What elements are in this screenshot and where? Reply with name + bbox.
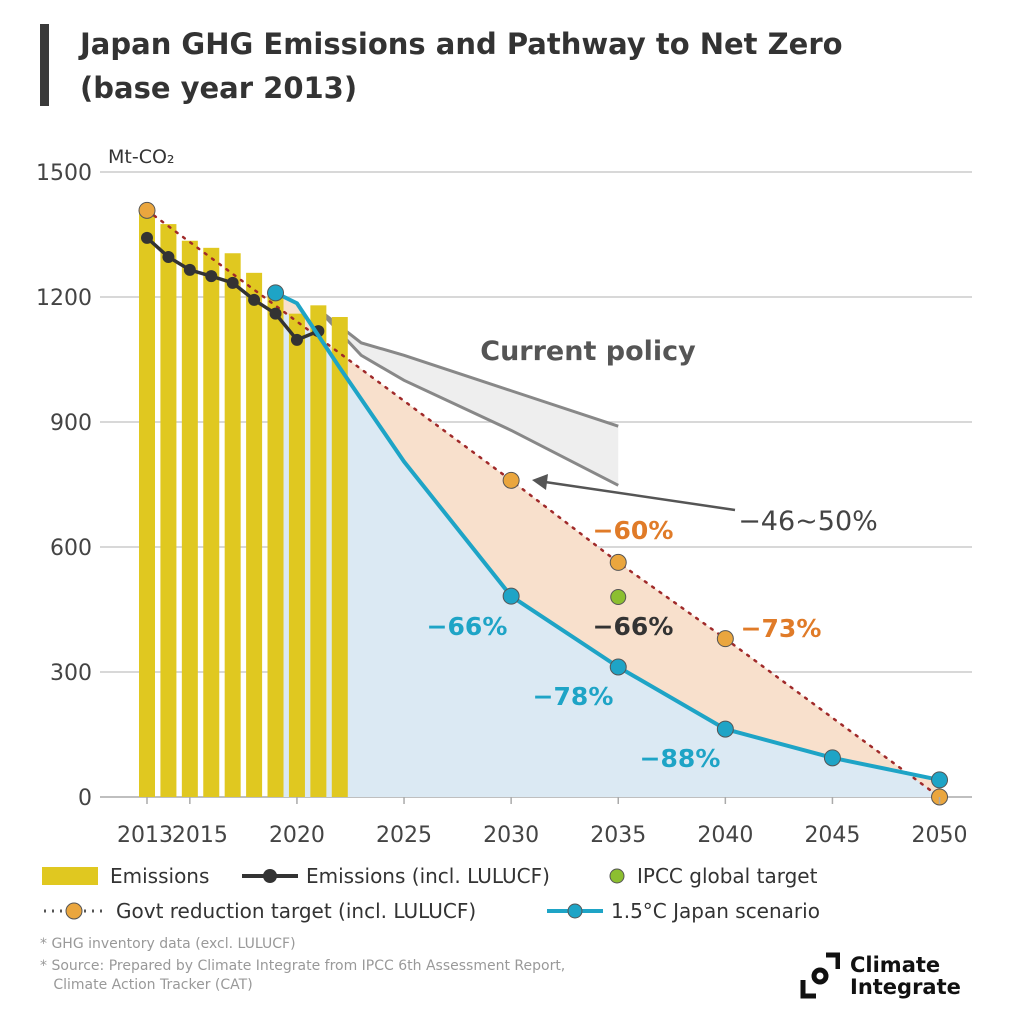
- arrow-head-icon: [532, 474, 548, 490]
- x-tick-label: 2035: [590, 823, 646, 848]
- lulucf-point: [162, 250, 175, 263]
- legend-lulucf: Emissions (incl. LULUCF): [242, 864, 550, 888]
- note-source: * Source: Prepared by Climate Integrate …: [40, 958, 566, 974]
- note-inventory: * GHG inventory data (excl. LULUCF): [40, 936, 296, 952]
- emissions-bar: [181, 240, 198, 797]
- govt-2040-label: −73%: [741, 614, 822, 643]
- title-line-2: (base year 2013): [80, 71, 358, 105]
- lulucf-point: [226, 276, 239, 289]
- target-2030-label: −46~50%: [738, 506, 878, 537]
- current-policy-label: Current policy: [480, 336, 696, 367]
- legend-label: 1.5°C Japan scenario: [611, 899, 820, 923]
- y-axis-unit: Mt-CO₂: [108, 146, 175, 168]
- cyan-line-marker-icon: [547, 903, 603, 919]
- climate-integrate-logo: Climate Integrate: [800, 952, 961, 1000]
- legend-label: Govt reduction target (incl. LULUCF): [116, 899, 477, 923]
- scenario-point: [931, 771, 949, 789]
- y-tick-label: 1500: [36, 161, 92, 186]
- emissions-bar: [267, 291, 284, 797]
- legend-ipcc: IPCC global target: [607, 864, 817, 888]
- y-tick-label: 1200: [36, 286, 92, 311]
- legend-emissions: Emissions: [42, 864, 209, 888]
- x-tick-label: 2030: [483, 823, 539, 848]
- title-line-1: Japan GHG Emissions and Pathway to Net Z…: [80, 27, 843, 61]
- lulucf-point: [183, 263, 196, 276]
- govt-2035-label: −60%: [593, 516, 674, 545]
- lulucf-point: [269, 307, 282, 320]
- emissions-bar: [246, 272, 263, 798]
- y-tick-label: 0: [78, 786, 92, 811]
- emissions-bar: [139, 209, 155, 797]
- lulucf-point: [248, 293, 261, 306]
- green-dot-icon: [609, 868, 625, 884]
- x-tick-label: 2045: [804, 823, 860, 848]
- logo-text-2: Integrate: [850, 975, 961, 999]
- scenario-point: [716, 720, 734, 738]
- x-tick-label: 2013: [117, 823, 173, 848]
- x-tick-label: 2025: [376, 823, 432, 848]
- emissions-bar: [288, 313, 305, 797]
- x-tick-label: 2040: [697, 823, 753, 848]
- scenario-2030-label: −66%: [427, 612, 508, 641]
- govt-target-point: [609, 553, 627, 571]
- scenario-point: [502, 587, 520, 605]
- legend-label: Emissions: [110, 864, 210, 888]
- ipcc-target-point: [610, 588, 627, 605]
- scenario-2035-label: −78%: [533, 682, 614, 711]
- chart-title: Japan GHG Emissions and Pathway to Net Z…: [80, 22, 880, 110]
- line-marker-icon: [242, 869, 298, 883]
- legend-scenario: 1.5°C Japan scenario: [547, 899, 820, 923]
- ipcc-2035-label: −66%: [593, 612, 674, 641]
- scenario-point: [267, 284, 285, 302]
- logo-mark-icon: [800, 952, 840, 999]
- scenario-point: [609, 658, 627, 676]
- legend-govt: Govt reduction target (incl. LULUCF): [42, 899, 476, 923]
- x-tick-label: 2015: [172, 823, 228, 848]
- emissions-bar: [310, 305, 327, 797]
- govt-target-point: [716, 630, 734, 648]
- annotation-arrow-line: [544, 480, 736, 512]
- title-accent-bar: [40, 24, 49, 106]
- y-tick-label: 600: [50, 536, 92, 561]
- bar-swatch-icon: [42, 867, 98, 885]
- emissions-bar: [203, 247, 220, 798]
- legend-label: Emissions (incl. LULUCF): [306, 864, 550, 888]
- y-tick-label: 900: [50, 411, 92, 436]
- scenario-area-fill: [275, 292, 940, 797]
- lulucf-point: [141, 231, 153, 244]
- emissions-bar: [160, 224, 177, 798]
- scenario-2040-label: −88%: [640, 744, 721, 773]
- scenario-point: [823, 749, 841, 767]
- y-tick-label: 300: [50, 661, 92, 686]
- x-tick-label: 2020: [269, 823, 325, 848]
- govt-target-point: [502, 471, 520, 489]
- lulucf-point: [290, 333, 303, 346]
- legend-label: IPCC global target: [637, 864, 818, 888]
- note-source-cont: Climate Action Tracker (CAT): [40, 977, 253, 993]
- emissions-bar: [331, 316, 348, 797]
- lulucf-point: [205, 270, 218, 283]
- x-tick-label: 2050: [912, 823, 968, 848]
- logo-text-1: Climate: [850, 953, 941, 977]
- govt-target-point: [138, 201, 156, 219]
- dotted-marker-icon: [44, 902, 104, 920]
- emissions-bar: [224, 253, 241, 797]
